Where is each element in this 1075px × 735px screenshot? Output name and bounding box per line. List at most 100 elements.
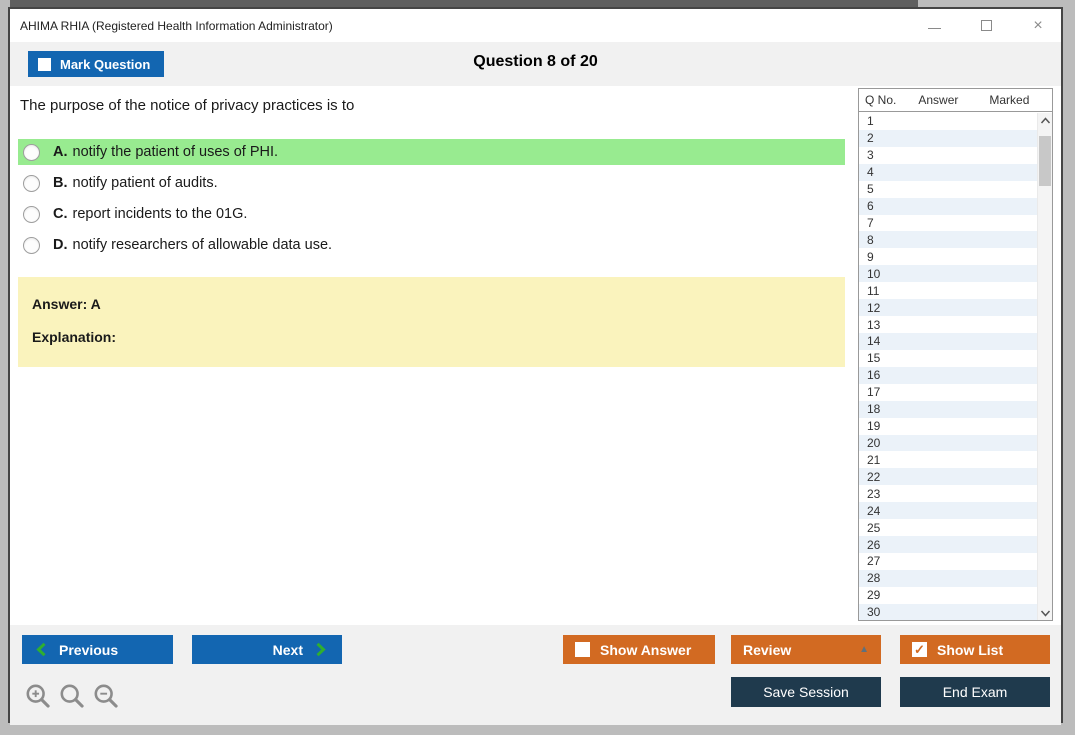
question-list-row[interactable]: 6 [859,197,1037,215]
zoom-out-icon[interactable] [93,683,120,710]
show-list-button[interactable]: ✓ Show List [900,635,1050,664]
question-list-row[interactable]: 7 [859,215,1037,232]
question-list-row[interactable]: 21 [859,451,1037,468]
question-list-row[interactable]: 18 [859,400,1037,418]
question-list-row[interactable]: 14 [859,332,1037,350]
minimize-button[interactable] [927,19,941,33]
maximize-button[interactable] [979,19,993,33]
show-answer-label: Show Answer [600,641,692,658]
review-button[interactable]: Review ▲ [731,635,881,664]
qrow-number: 30 [867,605,881,620]
radio-button-icon[interactable] [23,143,40,161]
question-list-row[interactable]: 3 [859,147,1037,164]
col-marked: Marked [989,93,1030,107]
question-list-row[interactable]: 2 [859,129,1037,147]
question-list-row[interactable]: 10 [859,265,1037,283]
scroll-up-icon[interactable] [1038,113,1052,128]
question-list-scrollbar[interactable] [1037,113,1052,620]
qrow-number: 14 [867,334,881,349]
question-list-row[interactable]: 24 [859,502,1037,520]
question-list-row[interactable]: 11 [859,282,1037,299]
save-session-label: Save Session [763,684,849,700]
question-list-row[interactable]: 12 [859,299,1037,317]
question-list-row[interactable]: 16 [859,366,1037,384]
option-d[interactable]: D. notify researchers of allowable data u… [18,232,845,258]
mark-question-button[interactable]: Mark Question [28,51,164,77]
question-list-row[interactable]: 25 [859,519,1037,536]
question-list-row[interactable]: 28 [859,569,1037,587]
option-c[interactable]: C. report incidents to the 01G. [18,201,845,227]
question-list-row[interactable]: 30 [859,603,1037,620]
minimize-icon [927,28,941,29]
question-list-row[interactable]: 9 [859,248,1037,265]
next-button[interactable]: Next [192,635,342,664]
bottom-toolbar: Previous Next Show Answer Review ▲ ✓ Sho… [10,625,1061,725]
show-list-checkbox[interactable]: ✓ [912,642,927,657]
zoom-reset-icon[interactable] [59,683,86,710]
next-label: Next [272,641,303,658]
explanation-label: Explanation: [32,329,117,345]
show-answer-checkbox[interactable] [575,642,590,657]
titlebar: AHIMA RHIA (Registered Health Informatio… [10,9,1061,42]
question-list-row[interactable]: 13 [859,316,1037,333]
question-list-row[interactable]: 27 [859,553,1037,570]
question-list-row[interactable]: 23 [859,485,1037,502]
qrow-number: 18 [867,402,881,417]
option-letter: C. [53,206,68,222]
qrow-number: 17 [867,385,881,400]
option-b[interactable]: B. notify patient of audits. [18,170,845,196]
radio-button-icon[interactable] [23,174,40,192]
radio-button-icon[interactable] [23,236,40,254]
question-list-row[interactable]: 26 [859,536,1037,553]
save-session-button[interactable]: Save Session [731,677,881,707]
scroll-down-icon[interactable] [1038,605,1052,620]
question-list-row[interactable]: 5 [859,181,1037,198]
qrow-number: 23 [867,486,881,501]
qrow-number: 11 [867,283,880,298]
app-window: AHIMA RHIA (Registered Health Informatio… [8,7,1063,725]
qrow-number: 10 [867,266,881,281]
qrow-number: 1 [867,114,874,129]
close-button[interactable]: × [1033,16,1043,34]
mark-question-checkbox[interactable] [38,57,51,71]
question-list-row[interactable]: 15 [859,350,1037,367]
qrow-number: 28 [867,571,881,586]
previous-button[interactable]: Previous [22,635,173,664]
mark-question-label: Mark Question [60,56,151,72]
chevron-left-icon [36,642,46,657]
qrow-number: 2 [867,131,874,146]
option-text: notify patient of audits. [72,175,218,191]
question-list-row[interactable]: 20 [859,434,1037,452]
end-exam-button[interactable]: End Exam [900,677,1050,707]
qrow-number: 8 [867,232,874,247]
question-list-row[interactable]: 22 [859,468,1037,486]
end-exam-label: End Exam [942,684,1008,700]
option-letter: A. [53,144,68,160]
question-counter: Question 8 of 20 [473,53,598,70]
qrow-number: 9 [867,249,874,264]
qrow-number: 29 [867,588,881,603]
answer-label: Answer: A [32,296,101,312]
qrow-number: 21 [867,452,881,467]
option-text: notify the patient of uses of PHI. [72,144,279,160]
window-controls: × [927,16,1045,34]
col-answer: Answer [918,93,959,107]
question-list-row[interactable]: 19 [859,418,1037,435]
zoom-in-icon[interactable] [25,683,52,710]
option-letter: D. [53,237,68,253]
option-a[interactable]: A. notify the patient of uses of PHI. [18,139,845,165]
question-list-row[interactable]: 1 [859,113,1037,130]
question-list-header: Q No. Answer Marked [859,89,1052,112]
question-list-row[interactable]: 29 [859,587,1037,604]
header-bar: Question 8 of 20 Mark Question [10,42,1061,86]
qrow-number: 22 [867,469,881,484]
qrow-number: 5 [867,182,874,197]
chevron-right-icon [316,642,326,657]
qrow-number: 27 [867,554,881,569]
question-list-row[interactable]: 17 [859,384,1037,401]
question-list-row[interactable]: 8 [859,231,1037,249]
question-list-row[interactable]: 4 [859,163,1037,181]
radio-button-icon[interactable] [23,205,40,223]
scrollbar-thumb[interactable] [1039,136,1051,186]
show-answer-button[interactable]: Show Answer [563,635,715,664]
